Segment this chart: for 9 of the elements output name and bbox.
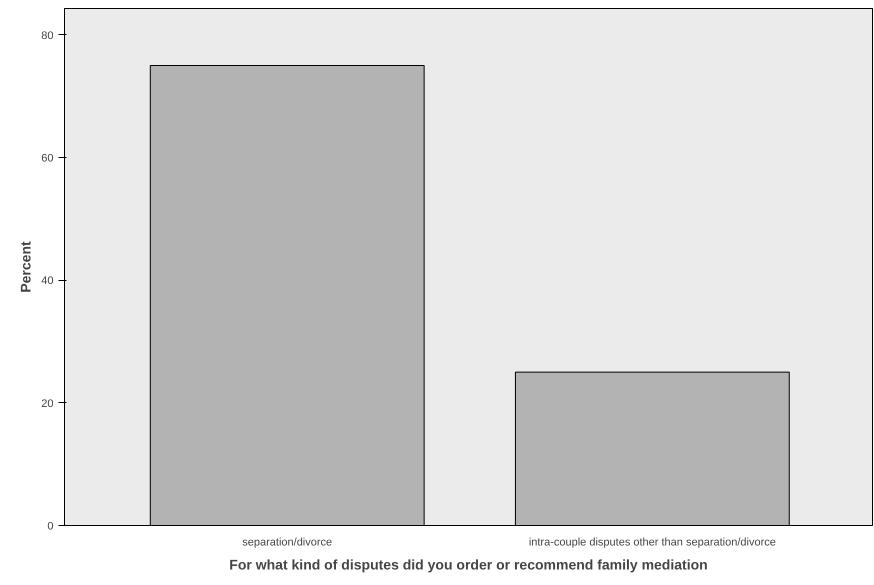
x-axis-title: For what kind of disputes did you order or recommend family mediation bbox=[229, 556, 708, 572]
x-tick-label: intra-couple disputes other than separation/divorce bbox=[528, 536, 776, 548]
y-axis-title: Percent bbox=[17, 240, 34, 293]
y-tick-label: 60 bbox=[41, 152, 54, 165]
y-tick-label: 40 bbox=[41, 275, 54, 288]
x-tick-label: separation/divorce bbox=[242, 536, 332, 548]
y-tick-label: 0 bbox=[47, 520, 54, 532]
y-tick-label: 80 bbox=[41, 30, 54, 42]
y-tick-label: 20 bbox=[41, 398, 54, 410]
